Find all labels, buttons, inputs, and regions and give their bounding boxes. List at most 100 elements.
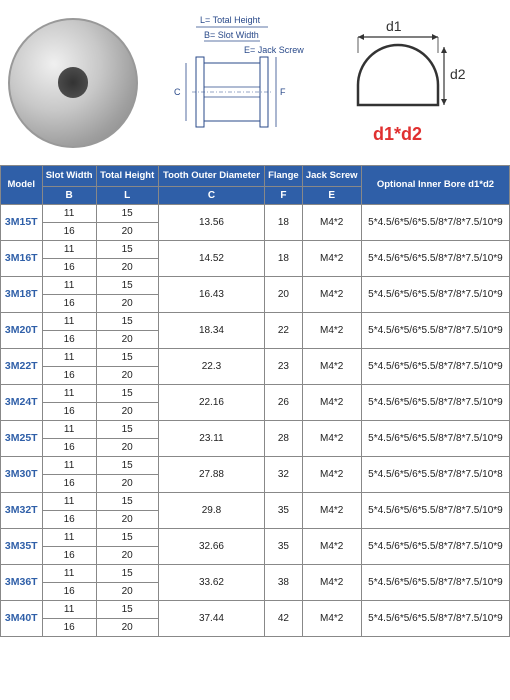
cell-l: 20 <box>96 331 158 349</box>
cell-l: 20 <box>96 223 158 241</box>
cell-model: 3M40T <box>1 601 43 637</box>
cell-c: 29.8 <box>158 493 265 529</box>
cell-f: 35 <box>265 493 302 529</box>
cell-l: 20 <box>96 439 158 457</box>
cell-e: M4*2 <box>302 241 361 277</box>
cell-model: 3M36T <box>1 565 43 601</box>
cell-l: 15 <box>96 349 158 367</box>
spec-table: Model Slot Width Total Height Tooth Oute… <box>0 165 510 637</box>
cell-model: 3M24T <box>1 385 43 421</box>
cell-e: M4*2 <box>302 565 361 601</box>
cell-f: 26 <box>265 385 302 421</box>
cell-e: M4*2 <box>302 493 361 529</box>
cell-e: M4*2 <box>302 421 361 457</box>
th-B: B <box>42 187 96 205</box>
cell-l: 20 <box>96 295 158 313</box>
bore-diagram: d1 d2 d1*d2 <box>328 13 478 153</box>
cell-c: 14.52 <box>158 241 265 277</box>
cell-b: 16 <box>42 403 96 421</box>
cell-f: 18 <box>265 241 302 277</box>
cell-l: 15 <box>96 565 158 583</box>
cell-b: 11 <box>42 241 96 259</box>
cell-b: 11 <box>42 205 96 223</box>
cell-l: 15 <box>96 457 158 475</box>
cell-bore: 5*4.5/6*5/6*5.5/8*7/8*7.5/10*9 <box>361 277 509 313</box>
technical-diagram: L= Total Height B= Slot Width E= Jack Sc… <box>148 13 318 153</box>
cell-b: 16 <box>42 475 96 493</box>
cell-model: 3M18T <box>1 277 43 313</box>
cell-bore: 5*4.5/6*5/6*5.5/8*7/8*7.5/10*9 <box>361 529 509 565</box>
cell-b: 16 <box>42 439 96 457</box>
table-row: 3M40T111537.4442M4*25*4.5/6*5/6*5.5/8*7/… <box>1 601 510 619</box>
cell-l: 20 <box>96 619 158 637</box>
cell-b: 11 <box>42 313 96 331</box>
top-diagrams: L= Total Height B= Slot Width E= Jack Sc… <box>0 0 510 165</box>
cell-model: 3M25T <box>1 421 43 457</box>
cell-l: 15 <box>96 313 158 331</box>
table-row: 3M15T111513.5618M4*25*4.5/6*5/6*5.5/8*7/… <box>1 205 510 223</box>
table-row: 3M32T111529.835M4*25*4.5/6*5/6*5.5/8*7/8… <box>1 493 510 511</box>
cell-c: 16.43 <box>158 277 265 313</box>
formula: d1*d2 <box>373 124 422 145</box>
cell-l: 15 <box>96 601 158 619</box>
table-row: 3M25T111523.1128M4*25*4.5/6*5/6*5.5/8*7/… <box>1 421 510 439</box>
table-row: 3M35T111532.6635M4*25*4.5/6*5/6*5.5/8*7/… <box>1 529 510 547</box>
cell-e: M4*2 <box>302 349 361 385</box>
cell-bore: 5*4.5/6*5/6*5.5/8*7/8*7.5/10*9 <box>361 349 509 385</box>
cell-b: 16 <box>42 295 96 313</box>
cell-l: 20 <box>96 475 158 493</box>
cell-f: 20 <box>265 277 302 313</box>
cell-model: 3M32T <box>1 493 43 529</box>
table-row: 3M36T111533.6238M4*25*4.5/6*5/6*5.5/8*7/… <box>1 565 510 583</box>
cell-c: 27.88 <box>158 457 265 493</box>
cell-e: M4*2 <box>302 277 361 313</box>
table-header: Model Slot Width Total Height Tooth Oute… <box>1 166 510 205</box>
th-jack-screw: Jack Screw <box>302 166 361 187</box>
cell-bore: 5*4.5/6*5/6*5.5/8*7/8*7.5/10*9 <box>361 313 509 349</box>
cell-f: 22 <box>265 313 302 349</box>
cell-l: 20 <box>96 511 158 529</box>
cell-c: 22.3 <box>158 349 265 385</box>
label-E: E= Jack Screw <box>244 45 304 55</box>
th-L: L <box>96 187 158 205</box>
cell-b: 11 <box>42 277 96 295</box>
cell-c: 13.56 <box>158 205 265 241</box>
cell-c: 22.16 <box>158 385 265 421</box>
th-tooth-od: Tooth Outer Diameter <box>158 166 265 187</box>
cell-c: 23.11 <box>158 421 265 457</box>
cell-e: M4*2 <box>302 457 361 493</box>
cell-e: M4*2 <box>302 385 361 421</box>
cell-l: 20 <box>96 259 158 277</box>
cell-model: 3M16T <box>1 241 43 277</box>
cell-c: 18.34 <box>158 313 265 349</box>
cell-b: 16 <box>42 223 96 241</box>
cell-model: 3M22T <box>1 349 43 385</box>
cell-l: 20 <box>96 583 158 601</box>
cell-f: 42 <box>265 601 302 637</box>
cell-l: 15 <box>96 529 158 547</box>
cell-c: 37.44 <box>158 601 265 637</box>
pulley-photo <box>8 18 138 148</box>
cell-b: 11 <box>42 601 96 619</box>
cell-bore: 5*4.5/6*5/6*5.5/8*7/8*7.5/10*9 <box>361 421 509 457</box>
label-F: F <box>280 87 286 97</box>
cell-l: 15 <box>96 493 158 511</box>
cell-bore: 5*4.5/6*5/6*5.5/8*7/8*7.5/10*9 <box>361 241 509 277</box>
table-row: 3M22T111522.323M4*25*4.5/6*5/6*5.5/8*7/8… <box>1 349 510 367</box>
cell-model: 3M15T <box>1 205 43 241</box>
cell-bore: 5*4.5/6*5/6*5.5/8*7/8*7.5/10*9 <box>361 205 509 241</box>
cell-b: 11 <box>42 385 96 403</box>
cell-l: 15 <box>96 205 158 223</box>
cell-b: 11 <box>42 349 96 367</box>
cell-bore: 5*4.5/6*5/6*5.5/8*7/8*7.5/10*9 <box>361 601 509 637</box>
cell-l: 15 <box>96 421 158 439</box>
table-row: 3M30T111527.8832M4*25*4.5/6*5/6*5.5/8*7/… <box>1 457 510 475</box>
cell-bore: 5*4.5/6*5/6*5.5/8*7/8*7.5/10*9 <box>361 385 509 421</box>
cell-l: 20 <box>96 367 158 385</box>
label-d2: d2 <box>450 66 466 82</box>
cell-l: 15 <box>96 241 158 259</box>
cell-bore: 5*4.5/6*5/6*5.5/8*7/8*7.5/10*9 <box>361 565 509 601</box>
th-model: Model <box>1 166 43 205</box>
cell-model: 3M35T <box>1 529 43 565</box>
table-row: 3M20T111518.3422M4*25*4.5/6*5/6*5.5/8*7/… <box>1 313 510 331</box>
